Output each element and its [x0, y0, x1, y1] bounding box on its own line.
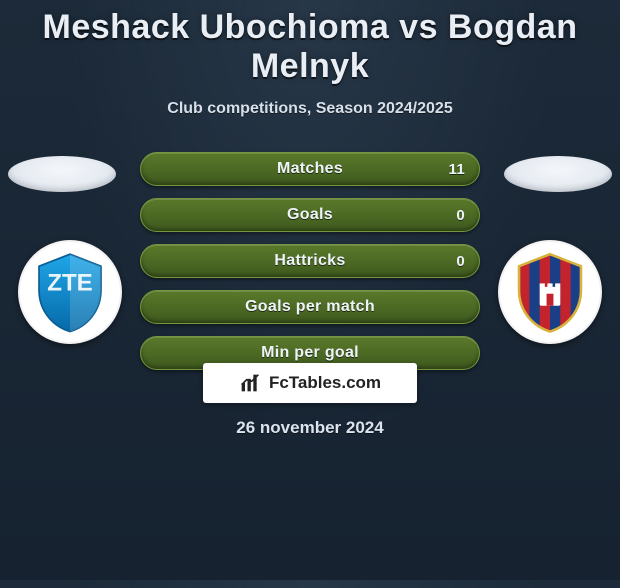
stat-value-right: 11 — [449, 161, 465, 178]
subtitle: Club competitions, Season 2024/2025 — [0, 100, 620, 118]
club-badge-left: ZTE — [18, 240, 122, 344]
player-photo-right — [504, 156, 612, 192]
page-title: Meshack Ubochioma vs Bogdan Melnyk — [0, 8, 620, 86]
stat-row: Matches 11 — [140, 152, 480, 186]
stat-label: Goals — [287, 206, 333, 224]
club-badge-right — [498, 240, 602, 344]
player-photo-left — [8, 156, 116, 192]
stat-label: Matches — [277, 160, 343, 178]
bar-chart-icon — [239, 373, 261, 393]
comparison-stage: ZTE Matches 11 — [0, 140, 620, 380]
stat-value-right: 0 — [456, 253, 465, 270]
stat-rows: Matches 11 Goals 0 Hattricks 0 Goals per… — [140, 152, 480, 370]
stat-row: Goals 0 — [140, 198, 480, 232]
stat-label: Goals per match — [245, 298, 375, 316]
svg-text:ZTE: ZTE — [47, 269, 92, 296]
shield-icon: ZTE — [27, 249, 113, 335]
stat-label: Min per goal — [261, 344, 359, 362]
brand-label: FcTables.com — [269, 373, 381, 393]
shield-icon — [507, 249, 593, 335]
stat-value-right: 0 — [456, 207, 465, 224]
brand-watermark: FcTables.com — [203, 363, 417, 403]
stat-row: Hattricks 0 — [140, 244, 480, 278]
stat-label: Hattricks — [274, 252, 345, 270]
stat-row: Goals per match — [140, 290, 480, 324]
snapshot-date: 26 november 2024 — [0, 418, 620, 438]
